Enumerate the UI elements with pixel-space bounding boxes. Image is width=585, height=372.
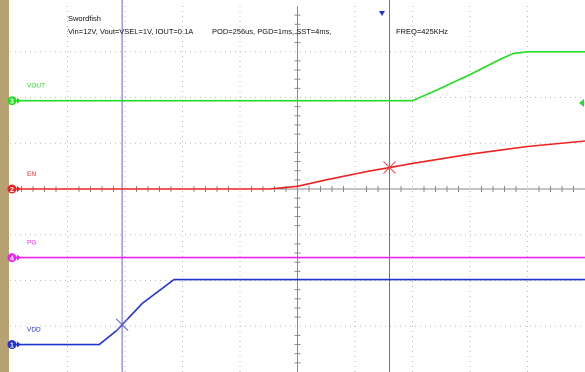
en-trace [10, 140, 585, 190]
channel-4-number: 4 [10, 255, 14, 262]
trigger-marker-icon [379, 11, 385, 16]
channel-2-marker-icon [7, 184, 17, 194]
timing-settings: POD=256us, PGD=1ms, SST=4ms, [212, 27, 331, 36]
channel-markers: 3 2 4 1 [7, 96, 21, 350]
switching-frequency: FREQ=425KHz [396, 27, 448, 36]
test-conditions: Vin=12V, Vout=VSEL=1V, IOUT=0.1A [68, 27, 193, 36]
vdd-label: VDD [27, 327, 41, 334]
channel-1-number: 1 [10, 342, 14, 349]
vout-trace [10, 50, 585, 102]
en-label: EN [27, 171, 36, 178]
vout-label: VOUT [27, 83, 45, 90]
channel-4-arrow-icon [17, 254, 21, 261]
channel-4-marker-icon [7, 253, 17, 263]
trace-labels: VOUT EN PG VDD [27, 83, 45, 334]
traces [10, 50, 585, 346]
channel-1-arrow-icon [17, 341, 21, 348]
channel-3-arrow-icon [17, 97, 21, 104]
channel-2-number: 2 [10, 187, 14, 194]
channel-3-number: 3 [10, 99, 14, 106]
en-cursor-crossing-icon [383, 161, 396, 174]
channel-1-marker-icon [7, 340, 17, 350]
scope-title: Swordfish [68, 14, 101, 23]
trigger-level-arrow-icon [579, 99, 584, 107]
header: Swordfish Vin=12V, Vout=VSEL=1V, IOUT=0.… [68, 14, 448, 36]
vdd-trace [10, 278, 585, 346]
pg-label: PG [27, 240, 36, 247]
channel-2-arrow-icon [17, 186, 21, 192]
left-channel-strip [0, 0, 9, 372]
vdd-cursor-crossing-icon [115, 318, 129, 332]
cursor-lines [121, 0, 390, 372]
channel-3-marker-icon [7, 96, 17, 106]
